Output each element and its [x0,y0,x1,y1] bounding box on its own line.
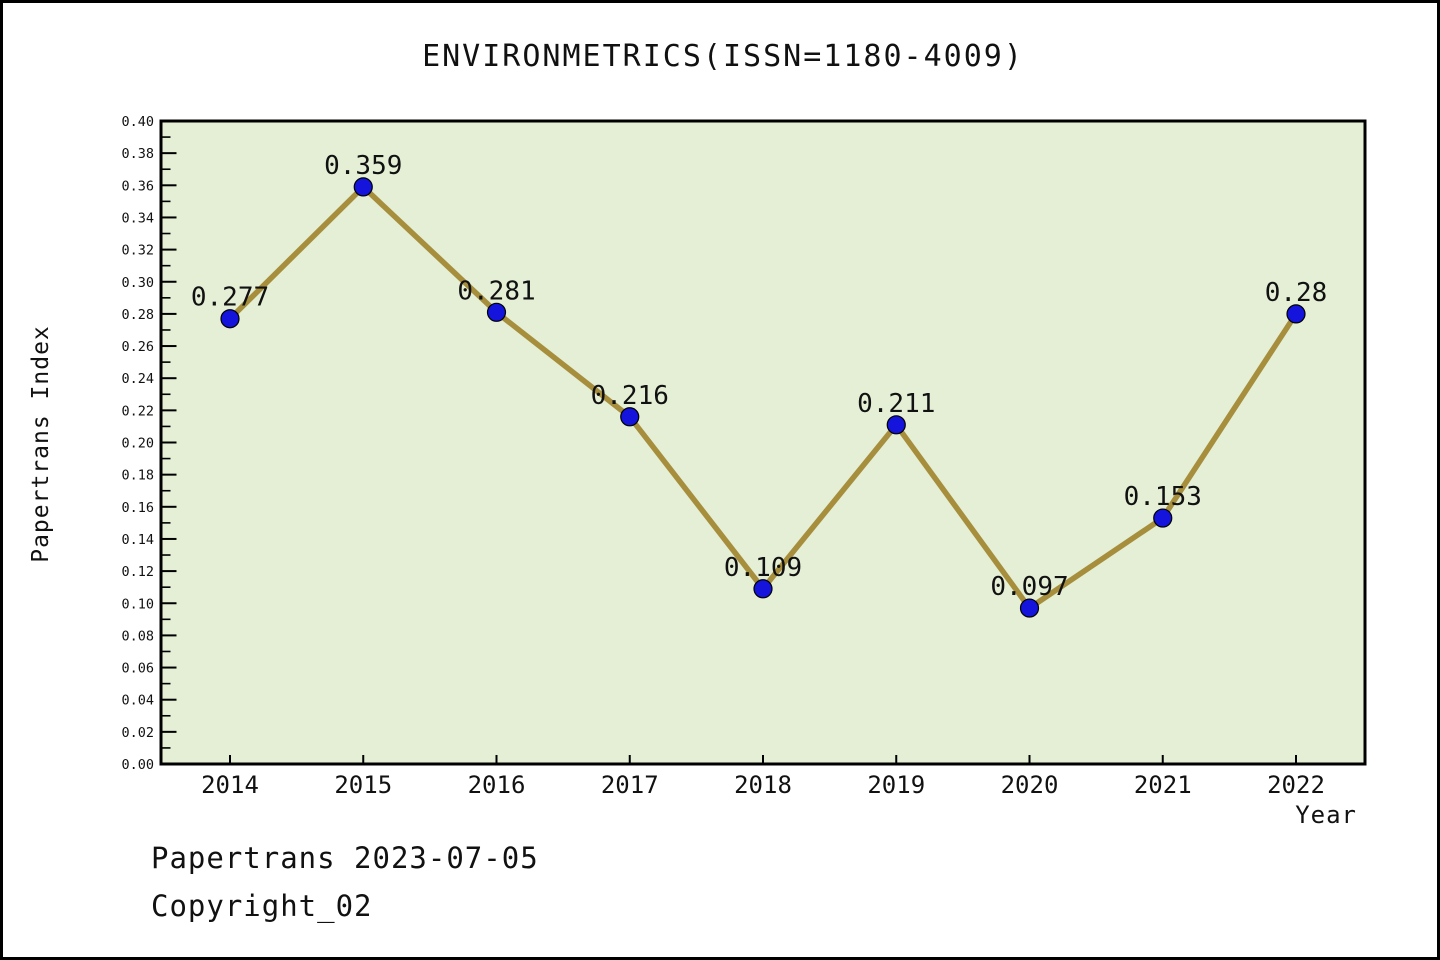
y-tick-label: 0.36 [121,178,154,194]
x-tick-label: 2015 [334,771,392,799]
data-point-2021 [1153,508,1173,528]
data-point-2014 [220,309,240,329]
y-tick-label: 0.24 [121,371,154,387]
data-point-2016 [486,302,507,322]
y-tick-label: 0.08 [121,628,154,644]
data-point-2018 [753,579,773,599]
y-tick-label: 0.10 [121,596,154,612]
y-tick-label: 0.20 [121,436,154,452]
x-tick-label: 2017 [601,771,659,799]
data-point-2015 [353,177,373,197]
x-tick-label: 2021 [1134,771,1192,799]
footer-copyright: Copyright_02 [151,889,373,923]
y-tick-label: 0.40 [121,114,154,130]
y-axis-title: Papertrans Index [28,325,54,563]
y-tick-label: 0.06 [121,661,154,677]
y-tick-label: 0.14 [121,532,154,548]
data-point-2022 [1286,304,1306,324]
x-tick-label: 2016 [468,771,526,799]
line-chart: 0.00 0.02 0.04 0.06 0.08 0.10 0.12 0.14 0.16 0.18… [121,114,1367,799]
y-tick-label: 0.18 [121,468,154,484]
y-tick-label: 0.32 [121,243,154,259]
data-point-label-2015: 0.359 [324,151,402,181]
data-point-label-2021: 0.153 [1124,482,1202,512]
data-point-label-2022: 0.28 [1265,278,1328,308]
y-tick-label: 0.34 [121,210,154,226]
data-point-label-2017: 0.216 [591,381,669,411]
y-tick-label: 0.22 [121,403,154,419]
data-point-label-2014: 0.277 [191,283,269,313]
x-tick-label: 2019 [867,771,925,799]
data-point-label-2018: 0.109 [724,553,802,583]
y-tick-label: 0.28 [121,307,154,323]
y-tick-label: 0.16 [121,500,154,516]
x-axis-title: Year [1295,801,1357,829]
data-point-2017 [620,407,640,427]
chart-title: ENVIRONMETRICS(ISSN=1180-4009) [422,39,1024,74]
data-point-label-2020: 0.097 [990,572,1068,602]
y-tick-label: 0.02 [121,725,154,741]
x-tick-label: 2020 [1001,771,1059,799]
x-tick-label: 2022 [1267,771,1325,799]
data-point-label-2016: 0.281 [457,276,535,306]
y-tick-label: 0.26 [121,339,154,355]
data-point-label-2019: 0.211 [857,389,935,419]
y-tick-label: 0.12 [121,564,154,580]
y-tick-label: 0.04 [121,693,154,709]
x-tick-label: 2014 [201,771,259,799]
data-point-2020 [1019,598,1040,618]
x-tick-label: 2018 [734,771,792,799]
footer-source-date: Papertrans 2023-07-05 [151,841,539,875]
y-tick-label: 0.00 [121,757,154,773]
data-point-2019 [886,415,906,435]
y-tick-label: 0.30 [121,275,154,291]
y-tick-label: 0.38 [121,146,154,162]
plot-area [159,119,1367,766]
